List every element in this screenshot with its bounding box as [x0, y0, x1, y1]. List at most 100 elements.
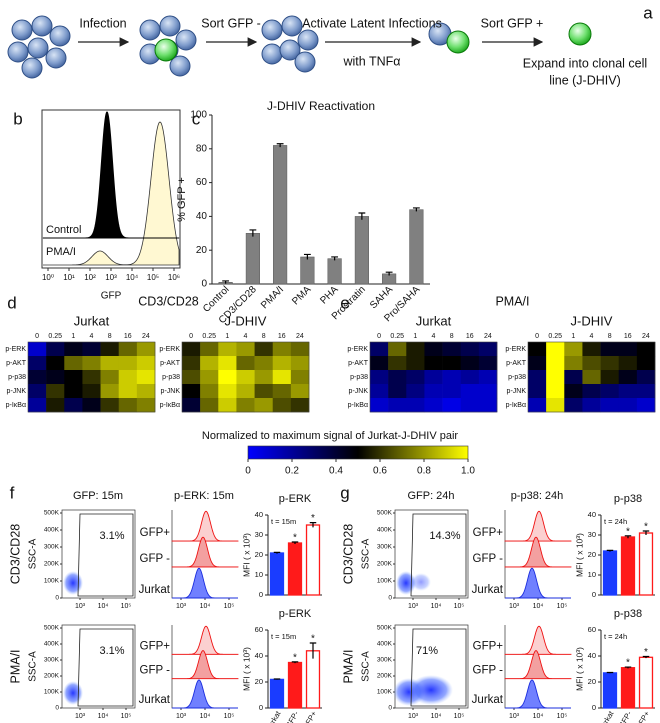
heatmap-cell: [406, 342, 425, 357]
heatmap-cell: [290, 356, 310, 371]
heatmap-cell: [100, 370, 120, 385]
y-tick-label: 400K: [44, 641, 60, 648]
heatmap-cell: [442, 384, 462, 399]
chart-title: p-p38: [614, 493, 642, 505]
column-label: 24: [484, 333, 492, 340]
cell: [279, 39, 301, 61]
histogram-trace: [505, 567, 571, 599]
heatmap-cell: [600, 356, 620, 371]
column-label: 0: [189, 333, 193, 340]
gate: [77, 513, 134, 597]
column-label: 1: [413, 333, 417, 340]
y-tick-label: 400K: [44, 527, 60, 534]
y-tick-label: 500K: [377, 625, 393, 632]
y-tick-label: 0: [388, 705, 392, 712]
colorbar: [247, 445, 469, 460]
x-axis-label: GFP: [101, 291, 122, 302]
gate: [77, 628, 134, 707]
panel-label: d: [7, 293, 16, 312]
heatmap-frame: [369, 341, 498, 413]
heatmap-cell: [406, 370, 425, 385]
heatmap-cell: [460, 384, 480, 399]
heatmap-cell: [290, 342, 310, 357]
heatmap-cell: [528, 398, 547, 413]
x-tick-label: 10⁵: [224, 603, 235, 610]
heatmap-cell: [388, 398, 407, 413]
bar: [269, 552, 285, 596]
row-label: p-AKT: [6, 360, 27, 367]
heatmap-cell: [582, 384, 601, 399]
cell: [139, 19, 161, 41]
error-bar: [273, 551, 281, 554]
x-tick-label: 10⁵: [121, 713, 132, 720]
heatmap-cell: [100, 356, 120, 371]
heatmap-cell: [64, 384, 83, 399]
y-tick-label: 200K: [44, 561, 60, 568]
gate-percent: 3.1%: [99, 645, 124, 657]
bar: [287, 542, 303, 596]
histogram-trace: [172, 679, 238, 709]
x-tick-label: 10⁶: [168, 273, 180, 282]
cell-cloud: [411, 573, 431, 591]
y-tick-label: 30: [588, 530, 596, 539]
cell: [7, 41, 29, 63]
x-tick-label: 10⁴: [200, 713, 211, 720]
y-tick-label: 60: [588, 625, 596, 634]
heatmap-cell: [218, 370, 237, 385]
heatmap-cell: [564, 342, 583, 357]
y-tick-label: 0: [201, 279, 207, 290]
histogram-trace: [171, 625, 239, 655]
scatter-frame: [394, 624, 469, 709]
colorbar-tick-label: 0.6: [373, 466, 387, 477]
histogram-title: p-ERK: 15m: [174, 490, 234, 502]
heatmap-cell: [600, 384, 620, 399]
significance-star: *: [626, 526, 630, 537]
heatmap-cell: [442, 356, 462, 371]
annotation: t = 15m: [271, 632, 296, 641]
row-label: p-ERK: [5, 346, 26, 353]
heatmap-cell: [64, 342, 83, 357]
heatmap-cell: [254, 384, 274, 399]
workflow-text: line (J-DHIV): [549, 73, 621, 87]
y-axis-label: % GFP +: [176, 177, 188, 222]
row-label: p-ERK: [505, 346, 526, 353]
panel-label: e: [340, 293, 349, 312]
heatmap-cell: [254, 342, 274, 357]
heatmap-cell: [370, 384, 389, 399]
x-tick-label: 10⁴: [98, 603, 109, 610]
x-tick-label: 10³: [509, 603, 520, 610]
histogram-trace: [505, 679, 571, 709]
heatmap-cell: [424, 356, 443, 371]
heatmap-cell: [636, 384, 656, 399]
x-tick-label: 10³: [105, 273, 117, 282]
histogram-trace: [171, 510, 239, 542]
significance-star: *: [644, 647, 648, 658]
x-tick-label: PMA/I: [259, 284, 286, 311]
error-bar: [276, 143, 284, 148]
row-label: p-p38: [8, 374, 26, 381]
column-label: 8: [262, 333, 266, 340]
y-tick-label: 10: [588, 570, 596, 579]
panel-label: g: [340, 483, 349, 502]
legend-label: GFP+: [140, 640, 171, 652]
x-tick-label: 10⁰: [42, 273, 54, 282]
heatmap-cell: [600, 342, 620, 357]
heatmap-cell: [272, 370, 292, 385]
heatmap-cell: [82, 398, 101, 413]
cell: [159, 15, 181, 37]
heatmap-cell: [28, 370, 47, 385]
annotation: t = 15m: [271, 517, 296, 526]
heatmap-cell: [636, 342, 656, 357]
error-bar: [624, 666, 632, 669]
y-tick-label: 20: [196, 245, 208, 256]
heatmap-cell: [478, 398, 498, 413]
x-tick-label: GFP+: [634, 709, 652, 723]
error-bar: [331, 256, 339, 261]
y-tick-label: 0: [55, 595, 59, 602]
significance-star: *: [293, 652, 297, 663]
heatmap-cell: [370, 370, 389, 385]
cell: [261, 43, 283, 65]
heatmap-cell: [82, 384, 101, 399]
heatmap-cell: [218, 398, 237, 413]
x-tick-label: GFP+: [301, 709, 319, 723]
